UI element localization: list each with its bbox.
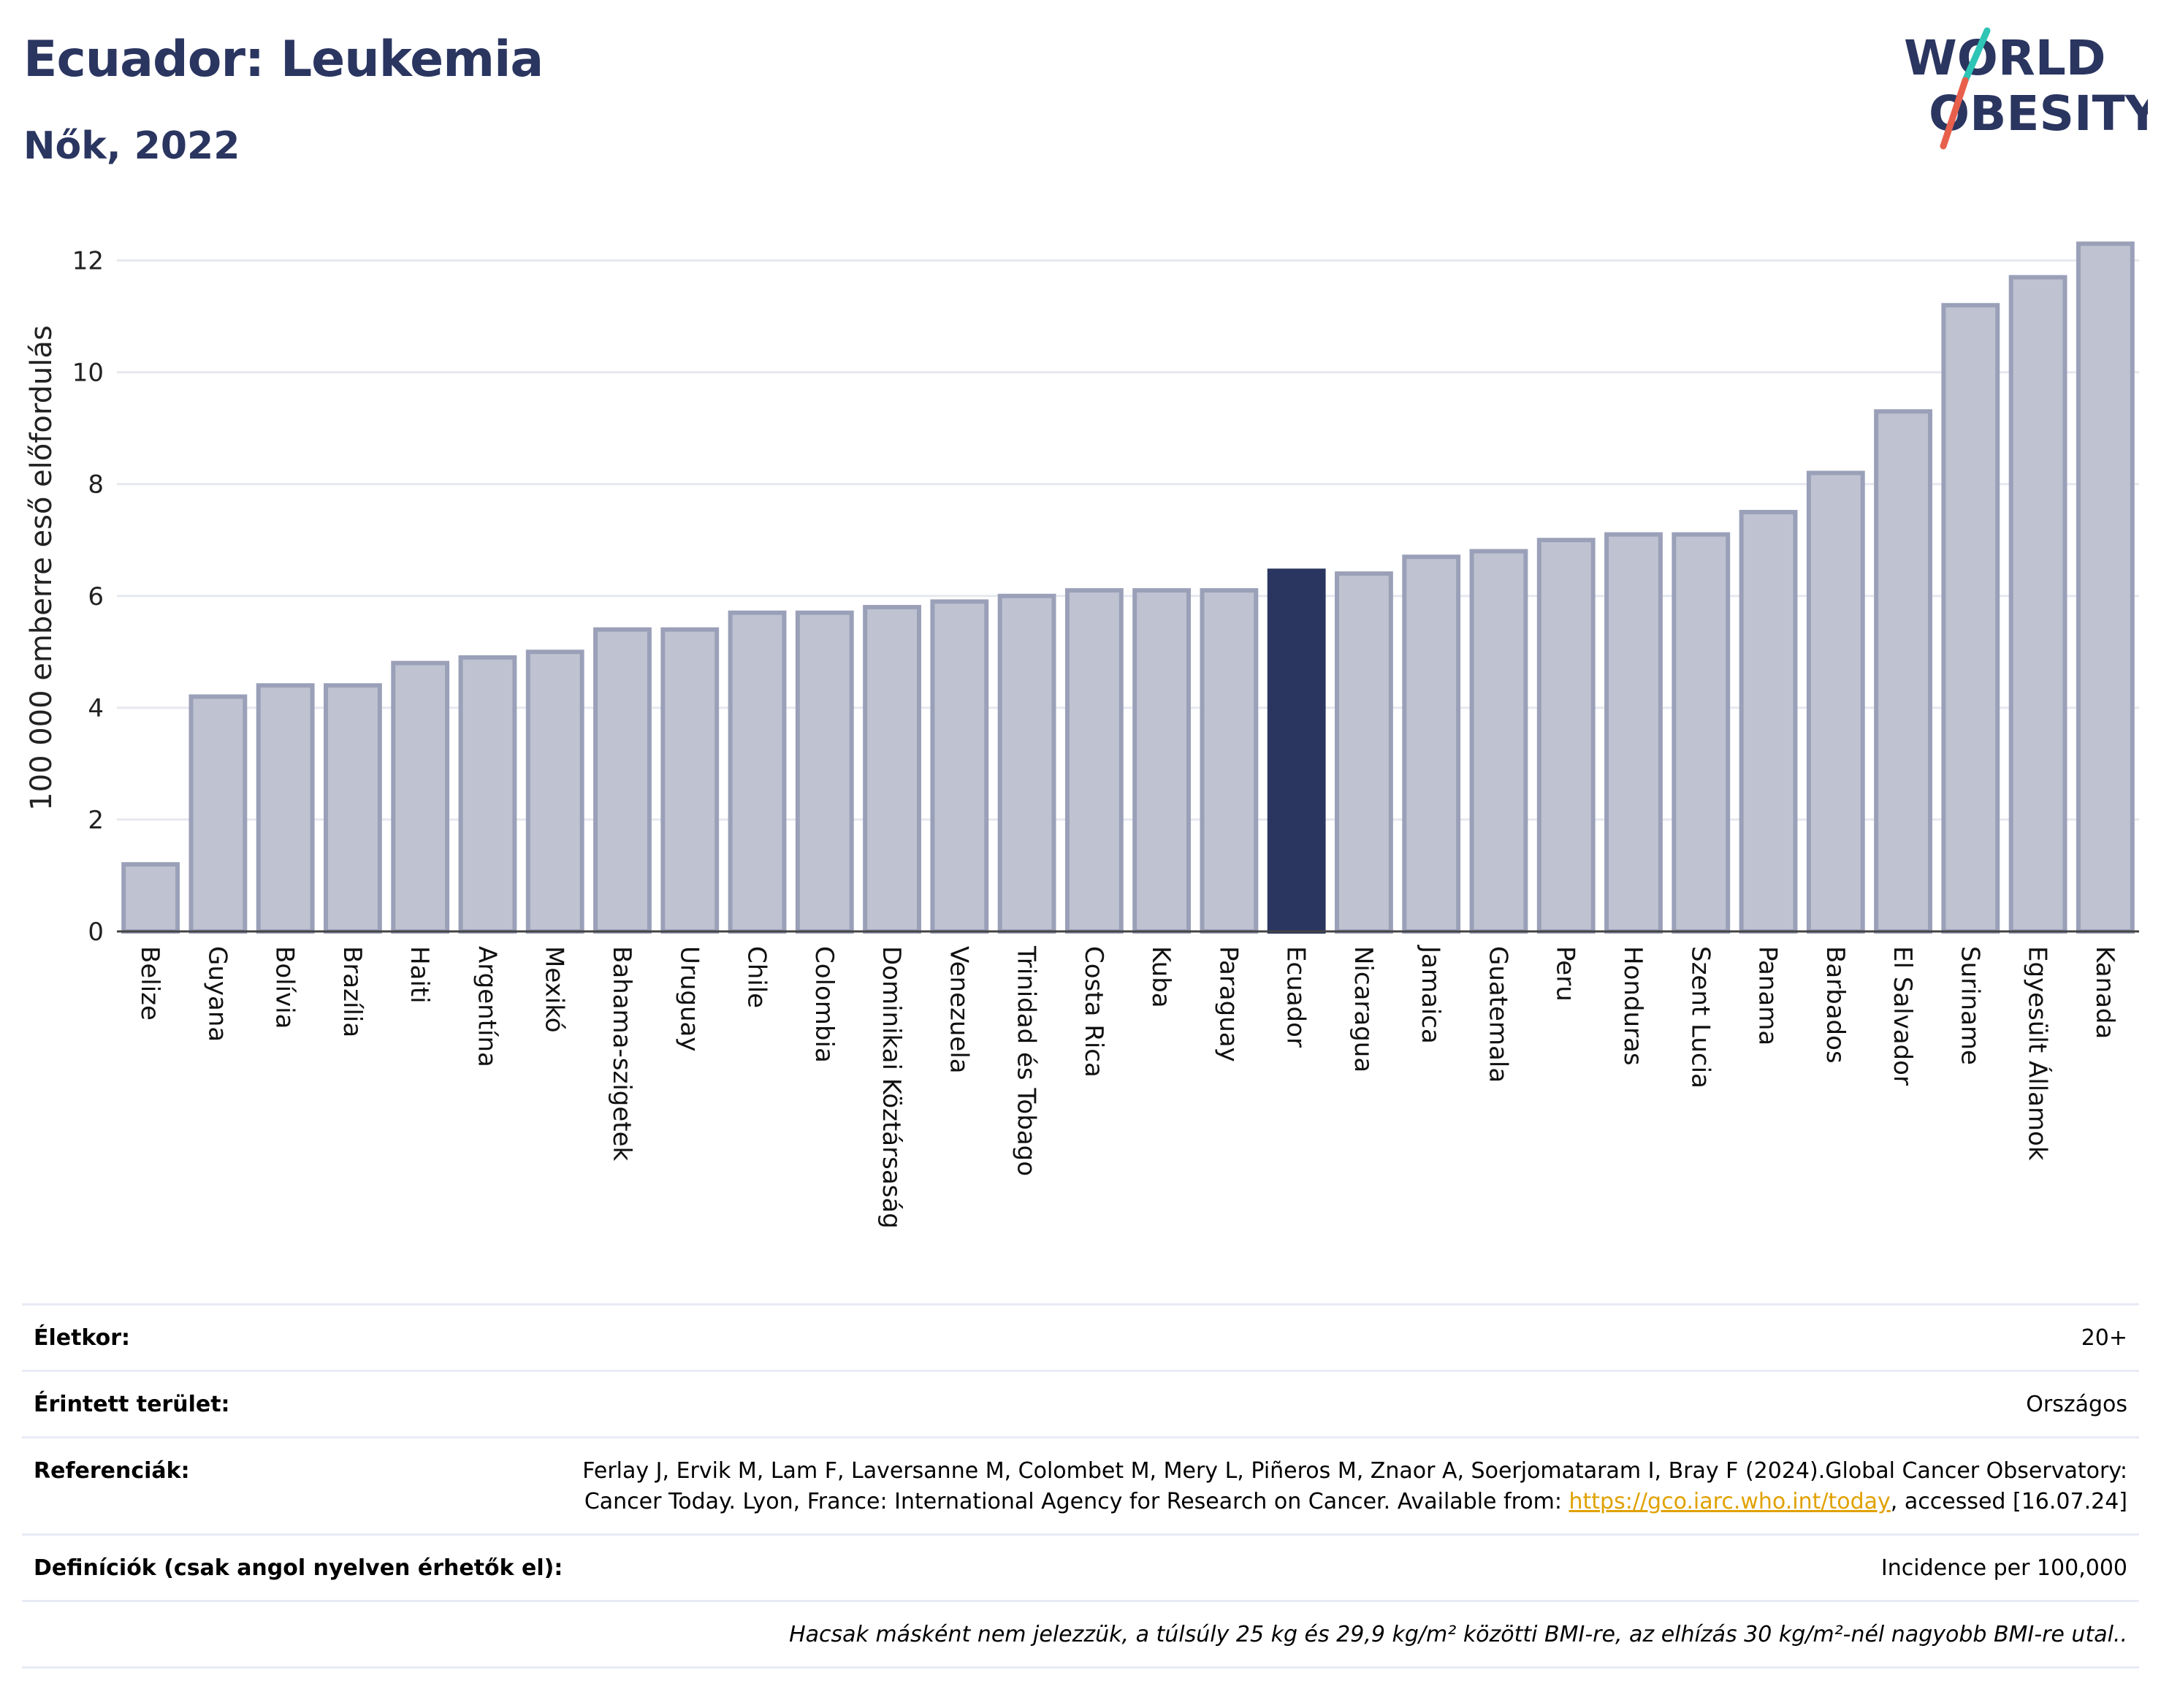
bar-chile (728, 610, 787, 934)
x-tick-label: Argentína (472, 946, 501, 1067)
info-row-definitions: Definíciók (csak angol nyelven érhetők e… (22, 1533, 2139, 1600)
bar-bolívia (256, 683, 315, 934)
y-tick-label: 12 (72, 247, 104, 276)
area-label: Érintett terület: (34, 1392, 230, 1417)
x-tick-label: El Salvador (1888, 946, 1917, 1086)
x-tick-label: Mexikó (540, 946, 569, 1033)
x-tick-label: Jamaica (1416, 945, 1445, 1044)
y-tick-label: 8 (88, 470, 104, 500)
x-tick-label: Uruguay (674, 946, 704, 1052)
world-obesity-logo: WORLD OBESITY (1904, 27, 2148, 150)
info-row-references: Referenciák: Ferlay J, Ervik M, Lam F, L… (22, 1436, 2139, 1533)
info-row-note: Hacsak másként nem jelezzük, a túlsúly 2… (22, 1600, 2139, 1669)
x-tick-label: Paraguay (1213, 946, 1243, 1062)
x-tick-label: Kanada (2090, 946, 2119, 1039)
bar-szent-lucia (1672, 532, 1731, 934)
x-tick-label: Szent Lucia (1685, 946, 1715, 1089)
area-value: Országos (2026, 1392, 2127, 1417)
x-tick-label: Nicaragua (1349, 946, 1378, 1072)
bar-venezuela (930, 599, 989, 934)
y-axis-label: 100 000 emberre eső előfordulás (25, 325, 58, 811)
references-link[interactable]: https://gco.iarc.who.int/today (1569, 1489, 1891, 1514)
x-tick-label: Brazília (338, 946, 367, 1037)
x-tick-label: Suriname (1955, 946, 1984, 1065)
info-table: Életkor: 20+ Érintett terület: Országos … (22, 1303, 2139, 1669)
bar-peru (1536, 538, 1596, 934)
bar-kanada (2076, 241, 2135, 934)
bar-jamaica (1402, 554, 1461, 934)
y-tick-label: 0 (88, 918, 104, 947)
bar-guatemala (1469, 549, 1528, 934)
bar-colombia (795, 610, 854, 934)
bar-nicaragua (1335, 571, 1393, 934)
references-accessed: , accessed [16.07.24] (1890, 1489, 2127, 1514)
bar-argentína (458, 655, 517, 934)
bar-suriname (1941, 302, 2000, 934)
x-tick-label: Bahama-szigetek (607, 946, 636, 1162)
x-tick-label: Colombia (809, 946, 839, 1063)
x-tick-label: Ecuador (1281, 946, 1311, 1048)
x-tick-label: Belize (135, 946, 164, 1021)
x-tick-label: Egyesült Államok (2023, 946, 2053, 1161)
y-tick-label: 2 (88, 806, 104, 835)
x-tick-label: Barbados (1821, 946, 1850, 1064)
x-tick-label: Dominikai Köztársaság (877, 946, 906, 1229)
y-tick-label: 6 (88, 582, 104, 611)
bar-haiti (391, 660, 450, 934)
definitions-value: Incidence per 100,000 (1880, 1555, 2127, 1581)
y-tick-label: 10 (72, 359, 104, 388)
bar-brazília (324, 683, 382, 934)
references-text: Ferlay J, Ervik M, Lam F, Laversanne M, … (582, 1458, 2127, 1514)
bar-belize (121, 862, 180, 934)
x-tick-label: Panama (1753, 946, 1783, 1045)
page-title: Ecuador: Leukemia (23, 31, 544, 88)
info-row-area: Érintett terület: Országos (22, 1370, 2139, 1436)
bar-barbados (1806, 470, 1865, 934)
bar-egyesült-államok (2008, 275, 2067, 934)
bar-ecuador (1267, 568, 1326, 934)
x-tick-label: Bolívia (270, 946, 300, 1029)
page-subtitle: Nők, 2022 (23, 124, 240, 168)
info-row-age: Életkor: 20+ (22, 1303, 2139, 1370)
bar-honduras (1604, 532, 1663, 934)
bar-chart: 0 2 4 6 8 10 12 100 000 emberre eső előfordulás… (25, 241, 2139, 1229)
age-value: 20+ (2081, 1325, 2127, 1351)
x-tick-label: Trinidad és Tobago (1012, 945, 1041, 1176)
logo-line2: OBESITY (1929, 85, 2148, 142)
definitions-label: Definíciók (csak angol nyelven érhetők e… (34, 1555, 563, 1581)
x-tick-label: Peru (1551, 946, 1580, 1002)
bar-panama (1739, 509, 1798, 934)
age-label: Életkor: (34, 1325, 131, 1351)
x-tick-label: Costa Rica (1079, 946, 1108, 1078)
x-tick-label: Kuba (1146, 946, 1175, 1008)
bar-dominikai-köztársaság (863, 605, 921, 934)
references-label: Referenciák: (34, 1458, 190, 1484)
x-tick-label: Chile (742, 946, 771, 1008)
y-tick-label: 4 (88, 694, 104, 723)
bar-kuba (1132, 588, 1192, 934)
bar-costa-rica (1064, 588, 1124, 934)
logo-slash-top (1962, 27, 1991, 84)
bar-uruguay (660, 627, 720, 934)
bar-paraguay (1200, 588, 1259, 934)
logo-slash-bottom (1940, 77, 1969, 150)
references-value: Ferlay J, Ervik M, Lam F, Laversanne M, … (549, 1456, 2127, 1517)
x-tick-label: Guatemala (1483, 946, 1512, 1083)
x-tick-label: Honduras (1618, 946, 1647, 1066)
x-tick-label: Haiti (405, 946, 434, 1004)
logo-line1: WORLD (1904, 30, 2106, 86)
bar-el-salvador (1874, 409, 1932, 934)
bar-mexikó (525, 649, 584, 934)
bar-guyana (188, 694, 248, 934)
x-tick-label: Venezuela (944, 946, 973, 1074)
x-tick-label: Guyana (202, 946, 232, 1042)
bar-trinidad-és-tobago (997, 593, 1056, 934)
bar-bahama-szigetek (593, 627, 652, 934)
bmi-note: Hacsak másként nem jelezzük, a túlsúly 2… (789, 1622, 2127, 1647)
